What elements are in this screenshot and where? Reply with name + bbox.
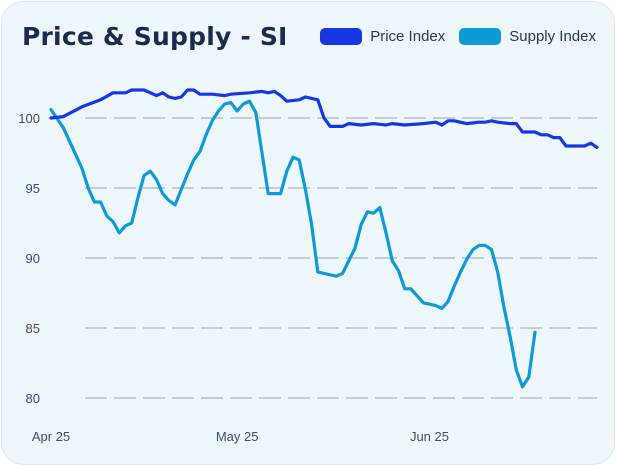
- y-tick-label: 80: [26, 391, 40, 406]
- series-line-price-index[interactable]: [49, 88, 599, 149]
- y-tick-label: 100: [18, 111, 40, 126]
- legend-label-price: Price Index: [370, 28, 446, 45]
- y-tick-label: 90: [26, 251, 40, 266]
- series-lines: [49, 88, 599, 389]
- y-tick-label: 85: [26, 321, 40, 336]
- legend-swatch-supply: [459, 28, 502, 45]
- legend: Price Index Supply Index: [320, 28, 596, 45]
- y-tick-label: 95: [26, 181, 40, 196]
- x-tick-label: Jun 25: [410, 429, 449, 444]
- legend-swatch-price: [320, 28, 363, 45]
- legend-item-supply[interactable]: Supply Index: [459, 28, 596, 45]
- x-tick-label: Apr 25: [32, 429, 70, 444]
- x-axis-ticks: Apr 25 May 25 Jun 25: [32, 429, 449, 444]
- gridlines: [85, 117, 597, 399]
- y-axis-ticks: 80 85 90 95 100: [18, 111, 40, 406]
- chart-title: Price & Supply - SI: [22, 22, 288, 51]
- legend-item-price[interactable]: Price Index: [320, 28, 445, 45]
- legend-label-supply: Supply Index: [509, 28, 596, 45]
- x-tick-label: May 25: [216, 429, 259, 444]
- series-line-supply-index[interactable]: [49, 99, 537, 389]
